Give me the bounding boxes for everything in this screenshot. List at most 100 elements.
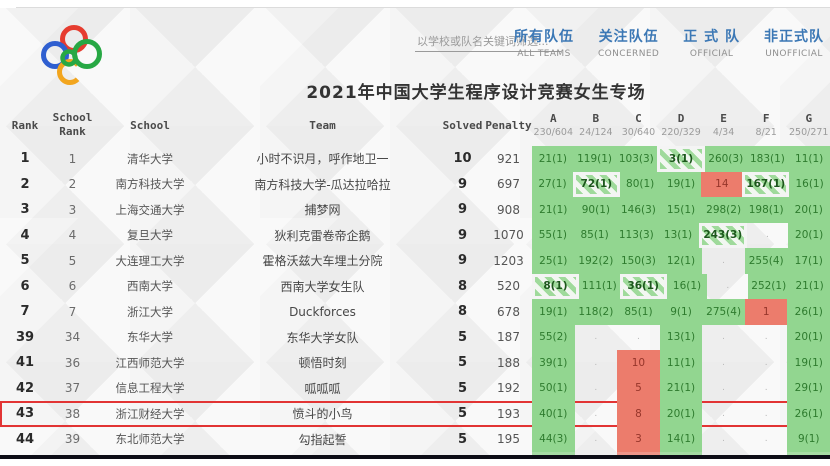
problem-B-cell: 118(2) (574, 299, 618, 325)
penalty-cell: 1070 (493, 228, 524, 243)
problem-C-cell: 10 (617, 350, 660, 376)
problem-letter: A (549, 111, 557, 125)
team-cell: 勾指起誓 (298, 432, 347, 447)
table-row[interactable]: 2 2 南方科技大学 南方科技大学-瓜达拉哈拉 9 697 27(1) 72(1) 80(1) 1… (0, 171, 830, 197)
problem-cells: 44(3). 3 14(1).. 9(1) (532, 426, 830, 452)
problem-D-cell: 15(1) (659, 197, 703, 223)
header-school: School (130, 118, 170, 132)
solved-cell: 10 (453, 151, 472, 167)
problem-C-cell: 85(1) (617, 299, 660, 325)
school-cell: 信息工程大学 (115, 381, 185, 396)
penalty-cell: 520 (497, 279, 520, 294)
problem-E-cell: 260(3) (704, 146, 747, 172)
team-cell: 小时不识月，呼作地卫一 (256, 152, 389, 167)
problem-B-cell: 119(1) (573, 146, 616, 172)
scoreboard-body: 1 1 清华大学 小时不识月，呼作地卫一 10 921 21(1) 119(1) 103(3) 3… (0, 146, 830, 459)
problem-E-cell: 14 (701, 171, 743, 197)
problem-A-cell: 25(1) (532, 248, 575, 274)
problem-F-cell: 183(1) (746, 146, 789, 172)
school-cell: 复旦大学 (127, 228, 173, 243)
problem-A-cell: 40(1) (532, 401, 575, 427)
problem-letter: F (762, 111, 770, 125)
rank-cell: 43 (15, 406, 35, 422)
problem-F-cell: 167(1) (742, 171, 790, 197)
problem-A-cell: 21(1) (532, 197, 575, 223)
table-row[interactable]: 3 3 上海交通大学 捕梦网 9 908 21(1) 90(1) 146(3) 15(1) 298(… (0, 197, 830, 223)
problem-stat: 220/329 (661, 126, 701, 138)
school-rank-cell: 34 (64, 330, 81, 345)
header-solved: Solved (442, 118, 483, 132)
penalty-cell: 921 (497, 151, 520, 166)
solved-cell: 9 (457, 202, 468, 218)
rank-cell: 4 (20, 227, 30, 243)
problem-letter: E (720, 111, 727, 125)
team-cell: 顿悟时刻 (298, 356, 347, 371)
logo-green-ring (72, 39, 102, 69)
problem-C-cell: 80(1) (619, 171, 661, 197)
filter-official[interactable]: 正 式 队 OFFICIAL (683, 26, 740, 59)
problem-B-cell: . (594, 434, 598, 445)
table-row[interactable]: 4 4 复旦大学 狄利克雷卷帝企鹅 9 1070 55(1) 85(1) 113(3) 13(1)… (0, 222, 830, 248)
filter-all-teams[interactable]: 所有队伍 ALL TEAMS (514, 26, 574, 59)
problem-A-cell: 55(1) (532, 222, 574, 248)
table-row[interactable]: 6 6 西南大学 西南大学女生队 8 520 8(1) 111(1) 36(1) 16(1). 25… (0, 273, 830, 299)
problem-B-cell: 85(1) (573, 222, 616, 248)
school-rank-cell: 7 (68, 304, 77, 319)
solved-cell: 5 (457, 329, 468, 345)
team-cell: 捕梦网 (304, 203, 341, 218)
problem-B-cell: . (594, 332, 598, 343)
school-rank-cell: 36 (64, 355, 81, 370)
problem-G-cell: 20(1) (788, 222, 830, 248)
table-row[interactable]: 39 34 东华大学 东华大学女队 5 187 55(2).. 13(1).. 20(1) (0, 324, 830, 350)
rank-cell: 5 (20, 253, 30, 269)
penalty-cell: 908 (497, 202, 520, 217)
problem-cells: 8(1) 111(1) 36(1) 16(1). 252(1) 21(1) (532, 273, 830, 299)
problem-F-cell: . (764, 434, 768, 445)
rank-cell: 6 (20, 278, 30, 294)
ccpc-logo[interactable] (34, 22, 110, 92)
problem-F-cell: . (764, 332, 768, 343)
problem-D-cell: 14(1) (659, 426, 703, 452)
table-row[interactable]: 5 5 大连理工大学 霍格沃兹大车埋土分院 9 1203 25(1) 192(2) 150(3)… (0, 248, 830, 274)
problem-G-cell: 9(1) (787, 426, 830, 452)
filter-unofficial[interactable]: 非正式队 UNOFFICIAL (764, 26, 824, 59)
penalty-cell: 188 (497, 355, 520, 370)
table-header: Rank School Rank School Team Solved Pena… (0, 104, 830, 146)
penalty-cell: 678 (497, 304, 520, 319)
problem-B-cell: . (594, 357, 598, 368)
problem-D-cell: 11(1) (659, 350, 703, 376)
filter-all-teams-label: 所有队伍 (513, 29, 574, 45)
problem-stat: 4/34 (712, 126, 735, 138)
rank-cell: 42 (15, 380, 35, 396)
problem-A-cell: 19(1) (532, 299, 575, 325)
problem-E-cell: . (722, 408, 726, 419)
problem-cells: 40(1). 8 20(1).. 26(1) (532, 401, 830, 427)
filter-concerned-sublabel: CONCERNED (597, 49, 660, 59)
problem-cells: 25(1) 192(2) 150(3) 12(1). 255(4) 17(1) (532, 248, 830, 274)
header-problem-F: F 8/21 (745, 112, 788, 139)
table-row[interactable]: 41 36 江西师范大学 顿悟时刻 5 188 39(1). 10 11(1).. 19(1) (0, 350, 830, 376)
table-row[interactable]: 1 1 清华大学 小时不识月，呼作地卫一 10 921 21(1) 119(1) 103(3) 3… (0, 146, 830, 172)
problem-G-cell: 26(1) (787, 401, 830, 427)
header-problem-C: C 30/640 (617, 112, 660, 139)
table-row[interactable]: 44 39 东北师范大学 勾指起誓 5 195 44(3). 3 14(1).. 9(1) (0, 426, 830, 452)
solved-cell: 8 (457, 278, 468, 294)
table-row-highlighted[interactable]: 43 38 浙江财经大学 愤斗的小鸟 5 193 40(1). 8 20(1).. 26(1) (0, 401, 830, 427)
filter-concerned[interactable]: 关注队伍 CONCERNED (598, 26, 659, 59)
solved-cell: 5 (457, 380, 468, 396)
penalty-cell: 193 (497, 406, 520, 421)
problem-F-cell: . (764, 357, 768, 368)
problem-letter: C (635, 111, 642, 125)
problem-G-cell: 20(1) (787, 324, 830, 350)
problem-B-cell: 111(1) (578, 273, 620, 299)
problem-E-cell: . (722, 434, 726, 445)
problem-D-cell: 13(1) (657, 222, 699, 248)
problem-letter: B (592, 111, 600, 125)
table-row[interactable]: 42 37 信息工程大学 呱呱呱 5 192 50(1). 5 21(1).. 29(1) (0, 375, 830, 401)
problem-G-cell: 20(1) (787, 197, 830, 223)
rank-cell: 3 (20, 202, 30, 218)
table-row[interactable]: 7 7 浙江大学 Duckforces 8 678 19(1) 118(2) 85(1) 9(1)… (0, 299, 830, 325)
problem-G-cell: 11(1) (788, 146, 830, 172)
search-input[interactable] (415, 32, 561, 52)
problem-D-cell: 12(1) (659, 248, 703, 274)
